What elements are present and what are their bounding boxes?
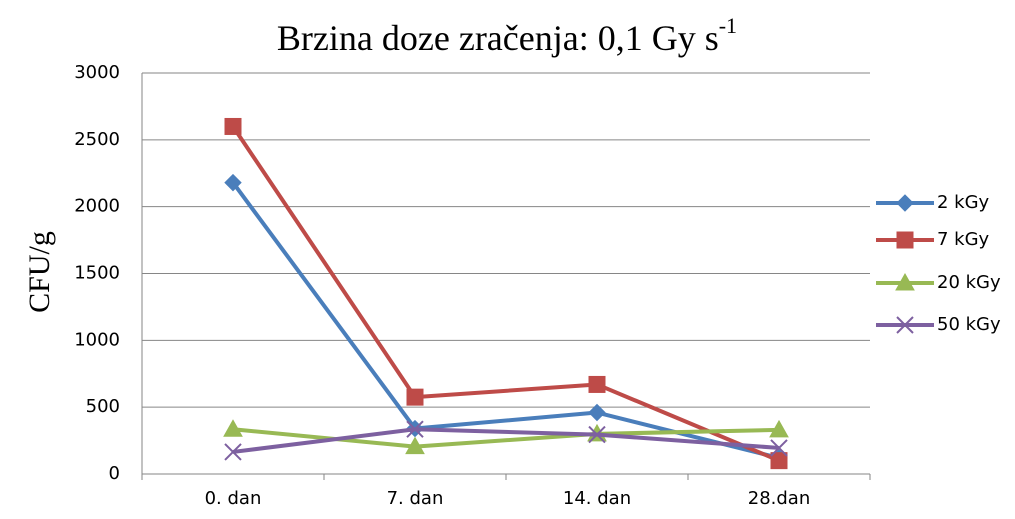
- y-tick-label: 1000: [74, 329, 120, 350]
- legend-label: 50 kGy: [937, 314, 1001, 335]
- x-tick-label: 7. dan: [387, 488, 444, 509]
- legend-label: 2 kGy: [937, 192, 990, 213]
- x-tick-label: 0. dan: [205, 488, 262, 509]
- y-tick-label: 500: [86, 396, 120, 417]
- marker: [224, 443, 242, 461]
- marker: [770, 439, 788, 457]
- series-line: [232, 427, 780, 454]
- y-tick-label: 0: [109, 463, 120, 484]
- marker: [588, 425, 606, 444]
- series-line: [231, 181, 780, 460]
- marker: [896, 231, 914, 249]
- legend-label: 7 kGy: [937, 229, 990, 250]
- series-line: [231, 125, 780, 463]
- marker: [223, 419, 243, 437]
- marker: [406, 388, 424, 406]
- marker: [769, 419, 789, 438]
- title-main: Brzina doze zračenja: 0,1 Gy s: [277, 18, 719, 58]
- y-axis-label: CFU/g: [23, 231, 56, 313]
- x-tick-label: 14. dan: [563, 488, 631, 509]
- title-superscript: -1: [719, 13, 737, 38]
- marker: [588, 403, 606, 422]
- marker: [896, 316, 914, 334]
- marker: [770, 452, 788, 470]
- marker: [224, 117, 242, 135]
- x-tick-label: 28.dan: [748, 488, 811, 509]
- marker: [406, 420, 424, 438]
- marker: [224, 173, 242, 192]
- y-tick-label: 2500: [74, 129, 120, 150]
- y-tick-label: 1500: [74, 263, 120, 284]
- marker: [895, 272, 915, 291]
- marker: [896, 194, 914, 212]
- chart-title: Brzina doze zračenja: 0,1 Gy s-1: [277, 13, 737, 58]
- legend-label: 20 kGy: [937, 272, 1001, 293]
- y-tick-label: 2000: [74, 196, 120, 217]
- marker: [588, 375, 606, 393]
- marker: [405, 436, 425, 455]
- series-line: [232, 427, 780, 449]
- y-tick-label: 3000: [74, 62, 120, 83]
